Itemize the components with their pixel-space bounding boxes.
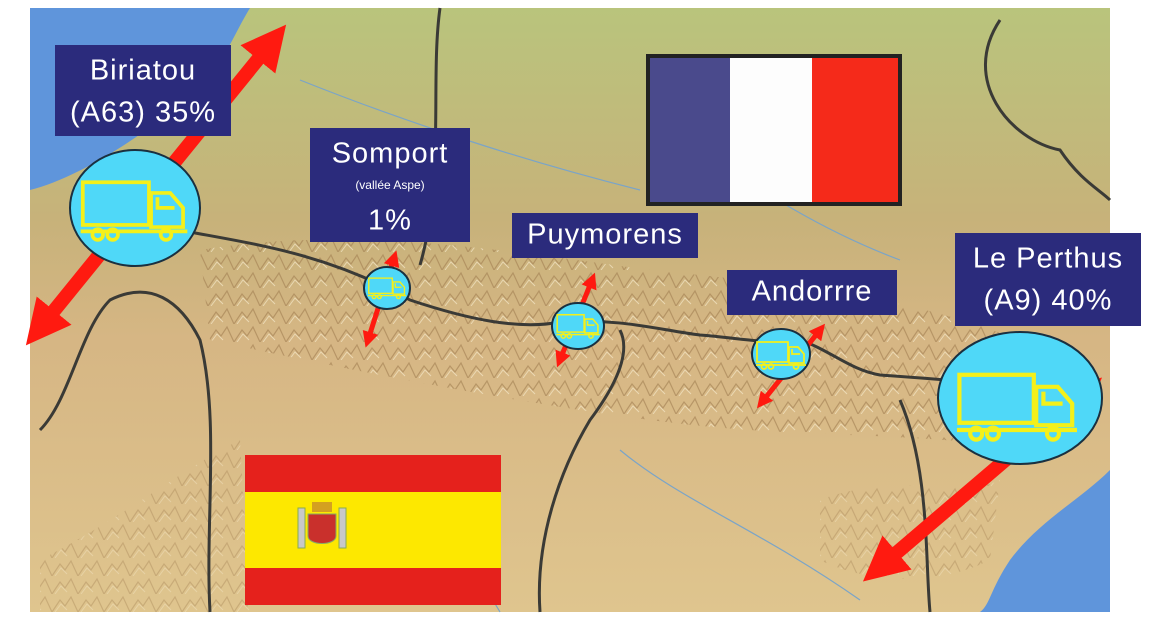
label: Le Perthus — [973, 243, 1123, 275]
label: (A9) 40% — [984, 285, 1113, 317]
label: (vallée Aspe) — [355, 178, 424, 192]
label: Somport — [332, 138, 449, 170]
label: 1% — [368, 205, 412, 237]
label: Puymorens — [527, 219, 683, 251]
spain-flag — [245, 455, 501, 605]
label: (A63) 35% — [70, 97, 216, 129]
labels: Biriatou (A63) 35% Somport (vallée Aspe)… — [55, 45, 1141, 326]
label: Andorrre — [752, 276, 873, 308]
label: Biriatou — [90, 55, 196, 87]
trucks — [69, 149, 1103, 465]
france-flag — [646, 54, 902, 206]
